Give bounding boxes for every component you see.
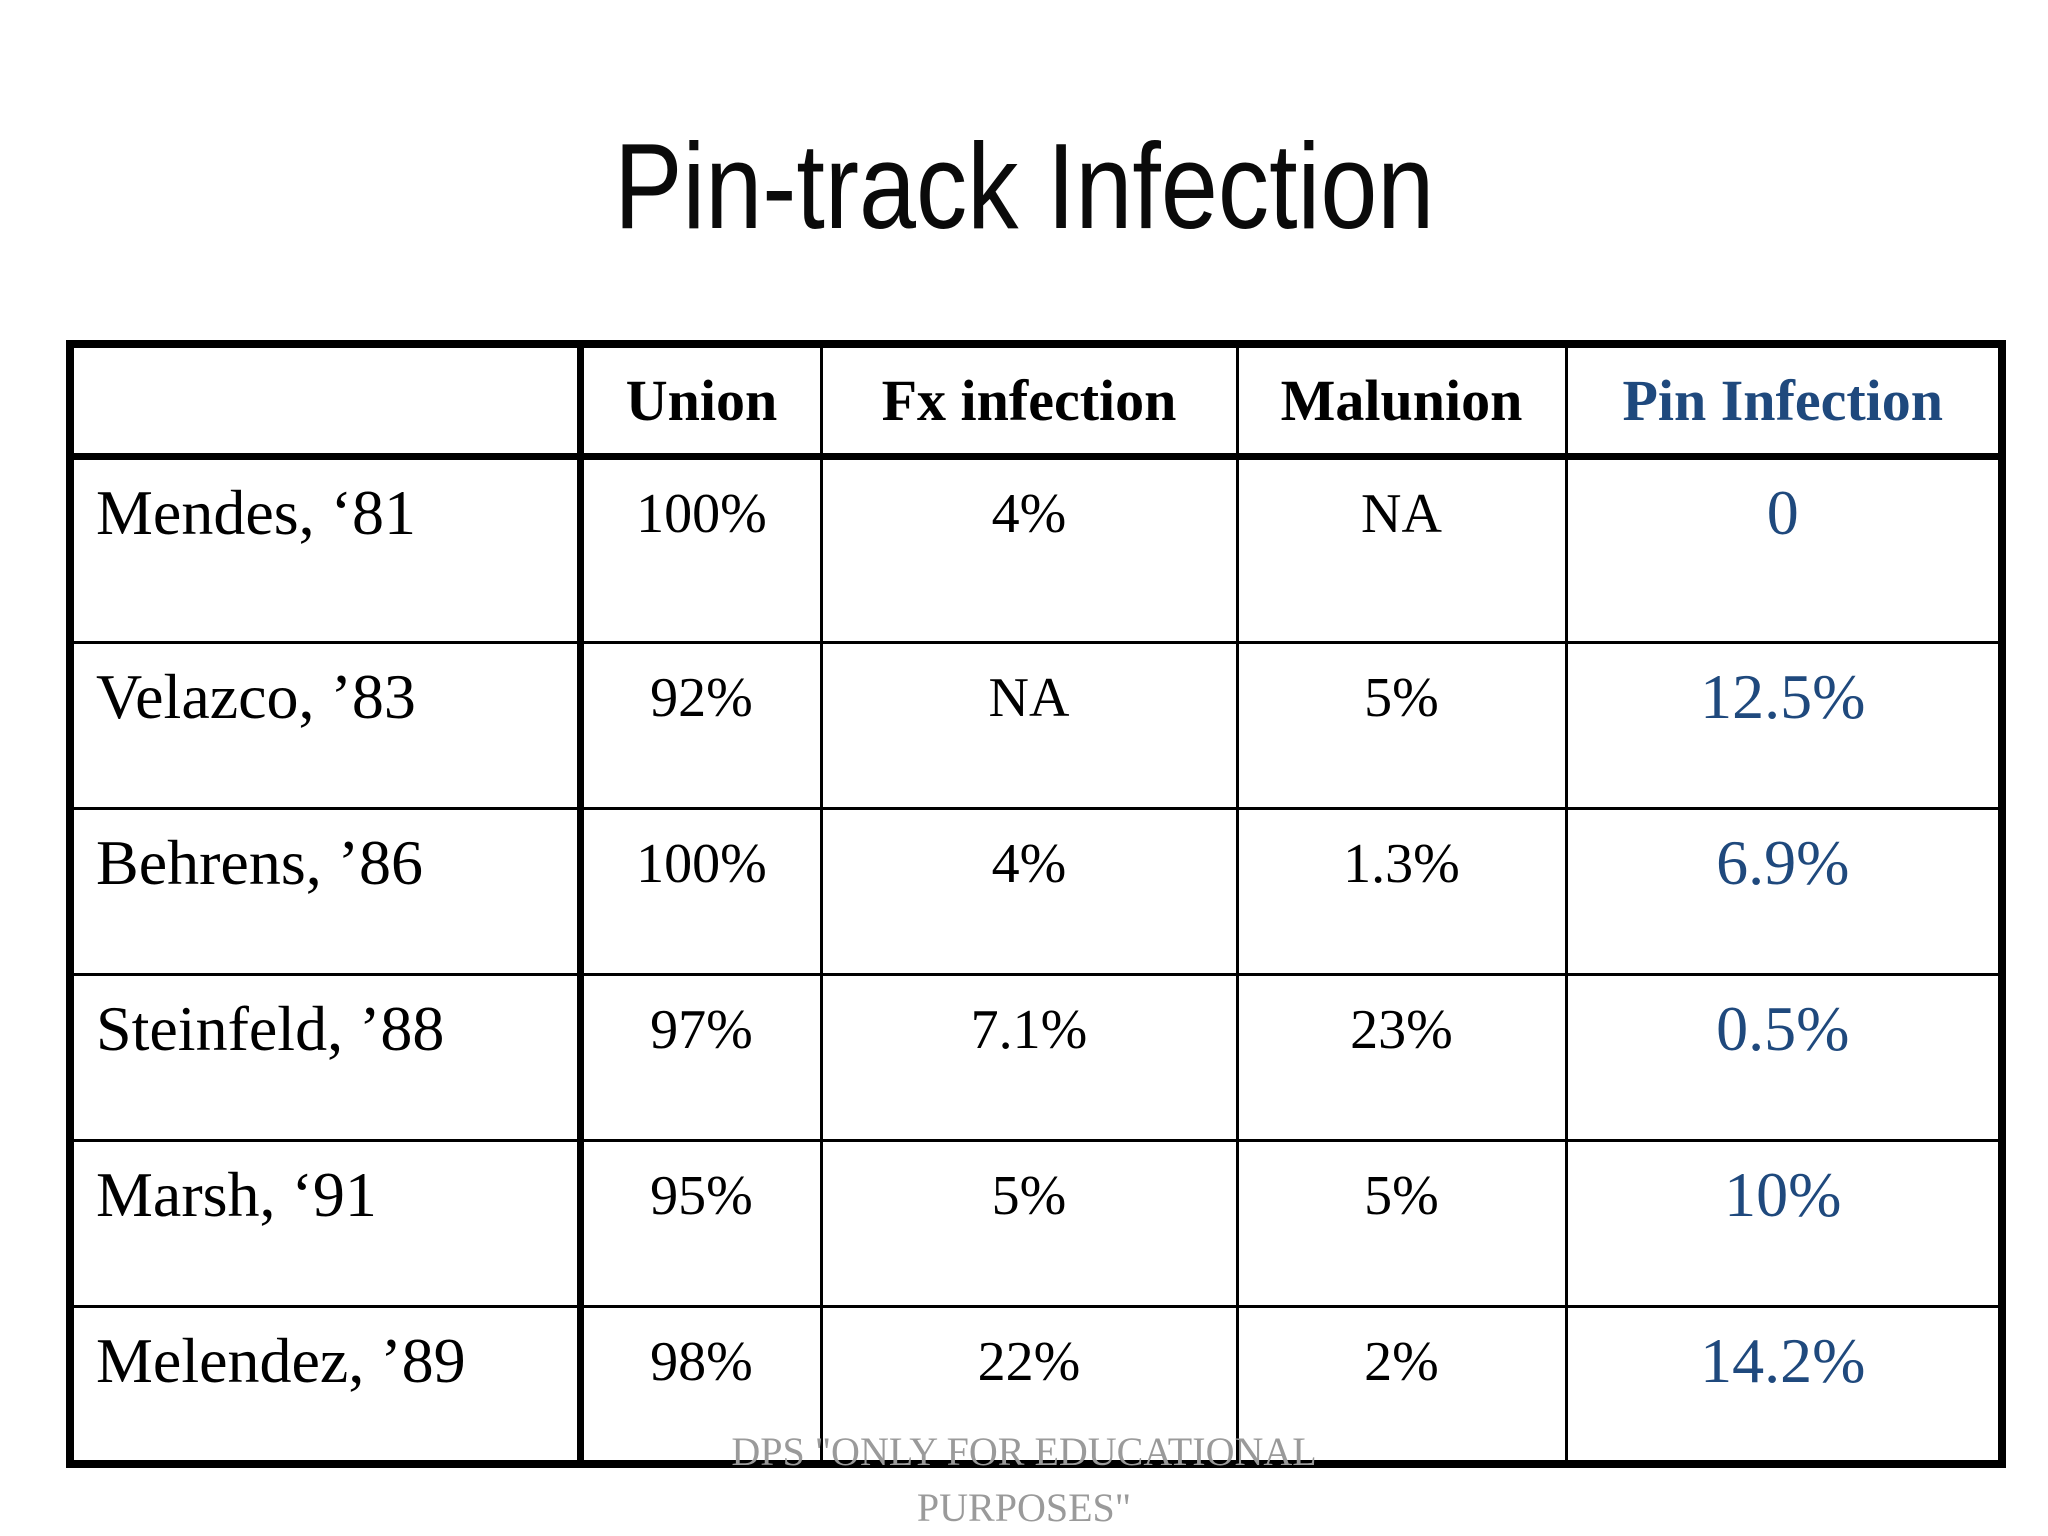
pin-infection-cell: 10% bbox=[1564, 1138, 2004, 1308]
value-cell: 100% bbox=[578, 454, 823, 644]
pin-infection-cell: 0.5% bbox=[1564, 972, 2004, 1142]
study-cell: Melendez, ’89 bbox=[68, 1304, 584, 1466]
page-title-text: Pin-track Infection bbox=[613, 118, 1435, 254]
value-cell: 1.3% bbox=[1235, 806, 1568, 976]
value-cell: 92% bbox=[578, 640, 823, 810]
value-cell: 7.1% bbox=[819, 972, 1239, 1142]
study-cell: Velazco, ’83 bbox=[68, 640, 584, 810]
watermark-line-2: PURPOSES" bbox=[916, 1485, 1132, 1530]
value-cell: 5% bbox=[1235, 1138, 1568, 1308]
page-title: Pin-track Infection bbox=[0, 116, 2048, 256]
value-cell: 97% bbox=[578, 972, 823, 1142]
pin-track-infection-table: Union Fx infection Malunion Pin Infection M… bbox=[66, 340, 2006, 1468]
value-cell: 2% bbox=[1235, 1304, 1568, 1466]
value-cell: 100% bbox=[578, 806, 823, 976]
table-row: Behrens, ’86 100% 4% 1.3% 6.9% bbox=[68, 806, 2004, 976]
table-header: Union Fx infection Malunion Pin Infection bbox=[68, 342, 2004, 460]
study-cell: Marsh, ‘91 bbox=[68, 1138, 584, 1308]
table-row: Melendez, ’89 98% 22% 2% 14.2% bbox=[68, 1304, 2004, 1466]
value-cell: 4% bbox=[819, 454, 1239, 644]
value-cell: NA bbox=[819, 640, 1239, 810]
table-row: Mendes, ‘81 100% 4% NA 0 bbox=[68, 454, 2004, 644]
pin-infection-cell: 6.9% bbox=[1564, 806, 2004, 976]
header-cell-malunion: Malunion bbox=[1235, 342, 1568, 460]
pin-infection-cell: 12.5% bbox=[1564, 640, 2004, 810]
study-cell: Mendes, ‘81 bbox=[68, 454, 584, 644]
study-cell: Steinfeld, ’88 bbox=[68, 972, 584, 1142]
table-row: Steinfeld, ’88 97% 7.1% 23% 0.5% bbox=[68, 972, 2004, 1142]
table-header-row: Union Fx infection Malunion Pin Infection bbox=[68, 342, 2004, 460]
value-cell: 5% bbox=[819, 1138, 1239, 1308]
value-cell: 4% bbox=[819, 806, 1239, 976]
header-cell-fx-infection: Fx infection bbox=[819, 342, 1239, 460]
value-cell: NA bbox=[1235, 454, 1568, 644]
pin-infection-cell: 14.2% bbox=[1564, 1304, 2004, 1466]
header-cell-blank bbox=[68, 342, 584, 460]
study-cell: Behrens, ’86 bbox=[68, 806, 584, 976]
value-cell: 98% bbox=[578, 1304, 823, 1466]
value-cell: 23% bbox=[1235, 972, 1568, 1142]
pin-infection-cell: 0 bbox=[1564, 454, 2004, 644]
header-cell-union: Union bbox=[578, 342, 823, 460]
header-cell-pin-infection: Pin Infection bbox=[1564, 342, 2004, 460]
value-cell: 95% bbox=[578, 1138, 823, 1308]
table-row: Marsh, ‘91 95% 5% 5% 10% bbox=[68, 1138, 2004, 1308]
value-cell: 5% bbox=[1235, 640, 1568, 810]
table-body: Mendes, ‘81 100% 4% NA 0 Velazco, ’83 92% NA 5% 1… bbox=[68, 454, 2004, 1466]
value-cell: 22% bbox=[819, 1304, 1239, 1466]
table-row: Velazco, ’83 92% NA 5% 12.5% bbox=[68, 640, 2004, 810]
